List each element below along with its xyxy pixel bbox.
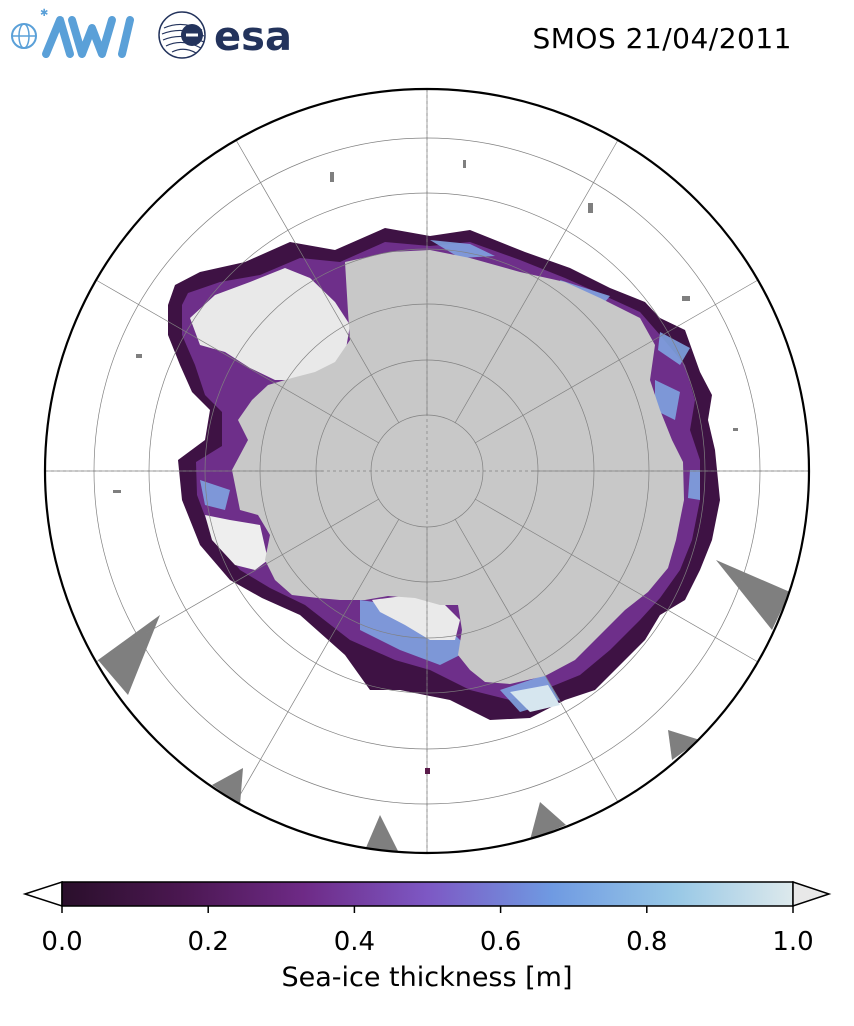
bellingshausen-pale-ice xyxy=(205,515,268,570)
colorbar-tick-label: 0.8 xyxy=(626,927,667,957)
grey-specks xyxy=(113,160,738,774)
antarctica-land xyxy=(232,250,684,684)
awi-logo: ✱ xyxy=(11,8,134,58)
svg-text:✱: ✱ xyxy=(40,8,48,19)
ross-sea-pale-ice xyxy=(372,595,460,640)
polar-map xyxy=(43,87,811,855)
map-boundary xyxy=(43,87,811,855)
colorbar-tick-label: 1.0 xyxy=(772,927,813,957)
colorbar-over-extension xyxy=(792,880,832,908)
esa-logo: esa xyxy=(158,11,292,60)
map-title: SMOS 21/04/2011 xyxy=(532,22,792,55)
colorbar-tick-label: 0.4 xyxy=(334,927,375,957)
colorbar-tick-label: 0.0 xyxy=(41,927,82,957)
colorbar-tick-labels: 0.0 0.2 0.4 0.6 0.8 1.0 xyxy=(41,927,813,957)
colorbar-label: Sea-ice thickness [m] xyxy=(281,962,573,993)
colorbar: 0.0 0.2 0.4 0.6 0.8 1.0 xyxy=(22,880,832,957)
colorbar-tick-label: 0.6 xyxy=(480,927,521,957)
central-meridian-dashed xyxy=(45,89,809,853)
colorbar-ticks xyxy=(61,906,794,913)
colorbar-gradient xyxy=(61,881,794,907)
esa-swirl-icon xyxy=(158,11,206,59)
svg-text:esa: esa xyxy=(214,14,292,60)
amery-pale-ice xyxy=(510,685,560,712)
no-data-wedges xyxy=(98,560,790,853)
colorbar-tick-label: 0.2 xyxy=(188,927,229,957)
header: ✱ esa SMOS 21/04/2011 xyxy=(0,0,854,80)
